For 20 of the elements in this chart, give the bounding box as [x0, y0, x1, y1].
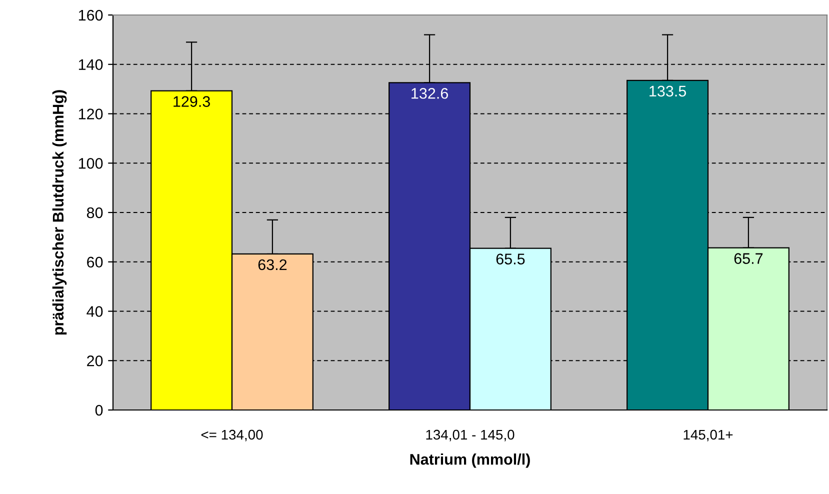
y-tick-label: 0 — [95, 404, 103, 416]
y-tick-label: 60 — [87, 256, 103, 268]
data-label: 129.3 — [174, 96, 210, 107]
y-tick-label: 120 — [78, 108, 103, 120]
x-tick-label: 145,01+ — [684, 430, 733, 442]
y-tick-label: 140 — [78, 59, 103, 70]
y-tick-label: 100 — [78, 158, 103, 169]
data-label: 63.2 — [258, 259, 287, 270]
data-label: 65.7 — [734, 253, 763, 264]
data-label: 65.5 — [496, 254, 525, 264]
data-label: 132.6 — [412, 88, 448, 99]
x-axis-title: Natrium (mmol/l) — [410, 454, 530, 468]
y-tick-label: 20 — [87, 355, 103, 366]
y-tick-label: 80 — [86, 207, 103, 218]
y-axis-title: prädialytischer Blutdruck (mmHg) — [52, 90, 67, 335]
y-tick-label: 160 — [78, 10, 103, 21]
data-label: 133.5 — [650, 86, 686, 97]
x-tick-label: <= 134,00 — [201, 430, 263, 442]
y-tick-label: 40 — [86, 306, 103, 317]
x-tick-label: 134,01 - 145,0 — [426, 430, 514, 442]
